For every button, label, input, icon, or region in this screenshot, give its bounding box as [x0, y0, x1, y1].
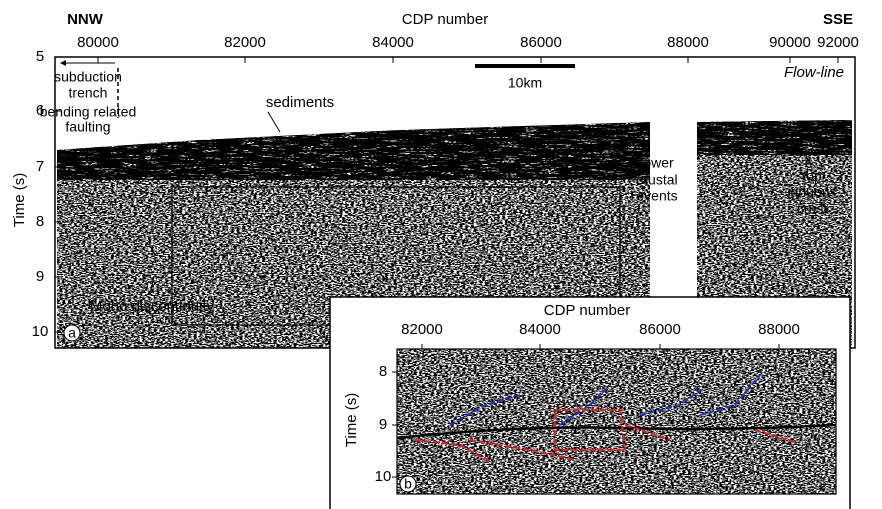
arrow: [149, 275, 155, 296]
arrow: [635, 204, 641, 223]
x-tick-label: 84000: [519, 321, 561, 338]
arrow: [267, 111, 281, 133]
annotation: subduction: [54, 69, 122, 85]
y-tick-label: 10: [32, 323, 49, 340]
zoom-frame: [396, 348, 837, 495]
x-tick-label: 90000: [769, 34, 811, 51]
y-tick-label: 8: [379, 363, 387, 380]
panel-label-circle: [399, 475, 417, 493]
scale-label: 10km: [508, 75, 542, 91]
annotation: top: [802, 168, 822, 184]
y-tick-label: 6: [36, 102, 44, 119]
direction-label: NNW: [67, 11, 104, 28]
x-tick-label: 86000: [639, 321, 681, 338]
x-tick-label: 82000: [401, 321, 443, 338]
profile-label: Flow-line: [784, 64, 844, 81]
y-tick-label: 5: [36, 48, 44, 65]
panel-label: a: [68, 325, 76, 341]
interpretation: [414, 374, 796, 463]
axis-title: Time (s): [343, 393, 360, 447]
seismic-zoom: [397, 349, 836, 494]
x-tick-label: 88000: [667, 34, 709, 51]
arrow: [805, 155, 813, 169]
arrow-head: [60, 60, 66, 66]
annotation: bending related: [40, 104, 137, 120]
axis-title: CDP number: [402, 11, 488, 28]
axis-title: CDP number: [544, 302, 630, 319]
annotation: sediments: [266, 94, 334, 111]
x-tick-label: 80000: [77, 34, 119, 51]
direction-label: SSE: [823, 11, 853, 28]
panel-label: b: [404, 476, 412, 492]
y-tick-label: 9: [36, 268, 44, 285]
annotation: events: [636, 188, 677, 204]
annotation: crust: [797, 201, 827, 217]
panel-label-circle: [63, 324, 81, 342]
annotation: trench: [69, 85, 108, 101]
x-tick-label: 84000: [372, 34, 414, 51]
x-tick-label: 88000: [758, 321, 800, 338]
annotation: ignuous: [787, 184, 836, 200]
annotation: lower: [640, 155, 674, 171]
y-tick-label: 10: [375, 468, 392, 485]
annotation: crustal: [636, 172, 677, 188]
x-tick-label: 92000: [817, 34, 859, 51]
x-tick-label: 82000: [224, 34, 266, 51]
annotation: faulting: [65, 119, 110, 135]
axis-title: Time (s): [11, 173, 28, 227]
y-tick-label: 9: [379, 416, 387, 433]
x-tick-label: 86000: [520, 34, 562, 51]
y-tick-label: 7: [36, 158, 44, 175]
y-tick-label: 8: [36, 213, 44, 230]
annotation: Moho discontinuity: [90, 298, 215, 315]
